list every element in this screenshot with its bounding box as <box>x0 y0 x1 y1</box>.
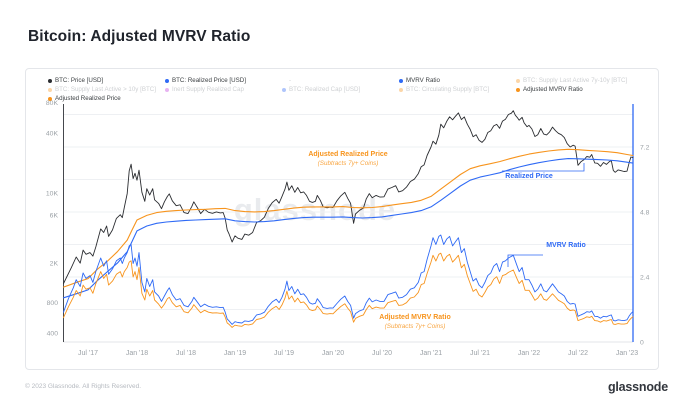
glassnode-logo: glassnode <box>607 380 668 394</box>
svg-text:10K: 10K <box>46 191 59 198</box>
series-btc-realized-price-usd <box>62 158 634 299</box>
svg-text:Jul '19: Jul '19 <box>274 350 294 357</box>
svg-text:Jan '18: Jan '18 <box>126 350 148 357</box>
series-adjusted-mvrv-ratio <box>63 252 634 328</box>
left-axis-tick-labels: 80K 40K 10K 6K 2K 800 400 <box>46 100 59 337</box>
mvrv-ratio-leader-line <box>507 254 543 267</box>
svg-text:7.2: 7.2 <box>640 144 650 151</box>
legend-dot <box>516 87 520 92</box>
legend-dot <box>516 78 520 83</box>
chart-legend: BTC: Price [USD] BTC: Realized Price [USD… <box>48 76 633 103</box>
svg-text:Jan '22: Jan '22 <box>518 350 540 357</box>
legend-label: BTC: Realized Cap [USD] <box>289 86 361 93</box>
svg-text:Jan '20: Jan '20 <box>322 350 344 357</box>
legend-item-[interactable]: - <box>282 76 399 85</box>
series-mvrv-ratio <box>63 234 634 325</box>
annotation-realized-price: Realized Price <box>505 173 553 180</box>
legend-dot <box>48 87 52 92</box>
legend-dot <box>48 78 52 83</box>
legend-item-btc-price-usd[interactable]: BTC: Price [USD] <box>48 76 165 85</box>
legend-label: BTC: Supply Last Active 7y-10y [BTC] <box>523 77 628 84</box>
legend-label: - <box>289 77 292 84</box>
legend-label: Adjusted Realized Price <box>55 95 121 102</box>
legend-item-btc-realized-price-usd[interactable]: BTC: Realized Price [USD] <box>165 76 282 85</box>
legend-dot <box>165 78 169 83</box>
svg-text:2.4: 2.4 <box>640 274 650 281</box>
x-axis-tick-labels: Jul '17 Jan '18 Jul '18 Jan '19 Jul '19 Jan '… <box>78 350 638 357</box>
svg-text:80K: 80K <box>46 100 59 107</box>
legend-label: MVRV Ratio <box>406 77 440 84</box>
legend-label: BTC: Realized Price [USD] <box>172 77 246 84</box>
svg-text:Jul '18: Jul '18 <box>176 350 196 357</box>
svg-text:2K: 2K <box>50 260 59 267</box>
legend-dot <box>48 96 52 101</box>
svg-text:Jul '20: Jul '20 <box>372 350 392 357</box>
svg-text:400: 400 <box>47 330 59 337</box>
svg-text:40K: 40K <box>46 130 59 137</box>
legend-item-adjusted-realized-price[interactable]: Adjusted Realized Price <box>48 94 165 103</box>
copyright-text: © 2023 Glassnode. All Rights Reserved. <box>25 383 142 390</box>
legend-item-btc-supply-last-active-10y-btc[interactable]: BTC: Supply Last Active > 10y [BTC] <box>48 85 165 94</box>
svg-text:Jul '21: Jul '21 <box>470 350 490 357</box>
svg-text:6K: 6K <box>50 213 59 220</box>
page-title: Bitcoin: Adjusted MVRV Ratio <box>28 28 251 45</box>
right-axis-tick-labels: 7.2 4.8 2.4 0 <box>640 144 650 346</box>
svg-text:Jan '19: Jan '19 <box>224 350 246 357</box>
legend-label: Inert Supply Realized Cap <box>172 86 244 93</box>
svg-text:Jan '23: Jan '23 <box>616 350 638 357</box>
svg-text:Jul '17: Jul '17 <box>78 350 98 357</box>
legend-item-btc-supply-last-active-7y-10y-btc[interactable]: BTC: Supply Last Active 7y-10y [BTC] <box>516 76 633 85</box>
legend-item-btc-realized-cap-usd[interactable]: BTC: Realized Cap [USD] <box>282 85 399 94</box>
svg-text:4.8: 4.8 <box>640 209 650 216</box>
legend-item-inert-supply-realized-cap[interactable]: Inert Supply Realized Cap <box>165 85 282 94</box>
svg-text:Jul '22: Jul '22 <box>568 350 588 357</box>
annotation-mvrv-ratio: MVRV Ratio <box>546 242 586 249</box>
svg-text:800: 800 <box>47 300 59 307</box>
chart-card <box>25 68 659 370</box>
legend-label: BTC: Supply Last Active > 10y [BTC] <box>55 86 156 93</box>
legend-label: Adjusted MVRV Ratio <box>523 86 583 93</box>
legend-dot <box>399 78 403 83</box>
series-btc-price-usd <box>63 110 634 284</box>
legend-dot <box>399 87 403 92</box>
annotation-adjusted-realized-price: Adjusted Realized Price (Subtracts 7y+ C… <box>308 151 388 167</box>
svg-text:Jan '21: Jan '21 <box>420 350 442 357</box>
legend-item-mvrv-ratio[interactable]: MVRV Ratio <box>399 76 516 85</box>
legend-dot <box>282 87 286 92</box>
annotation-adjusted-mvrv-ratio: Adjusted MVRV Ratio (Subtracts 7y+ Coins… <box>379 314 451 330</box>
legend-label: BTC: Price [USD] <box>55 77 104 84</box>
realized-price-leader-line <box>502 163 585 172</box>
svg-text:0: 0 <box>640 339 644 346</box>
gridlines <box>63 114 633 343</box>
legend-dot <box>165 87 169 92</box>
legend-item-btc-circulating-supply-btc[interactable]: BTC: Circulating Supply [BTC] <box>399 85 516 94</box>
legend-item-adjusted-mvrv-ratio[interactable]: Adjusted MVRV Ratio <box>516 85 633 94</box>
legend-label: BTC: Circulating Supply [BTC] <box>406 86 490 93</box>
series-adjusted-realized-price <box>62 148 634 288</box>
